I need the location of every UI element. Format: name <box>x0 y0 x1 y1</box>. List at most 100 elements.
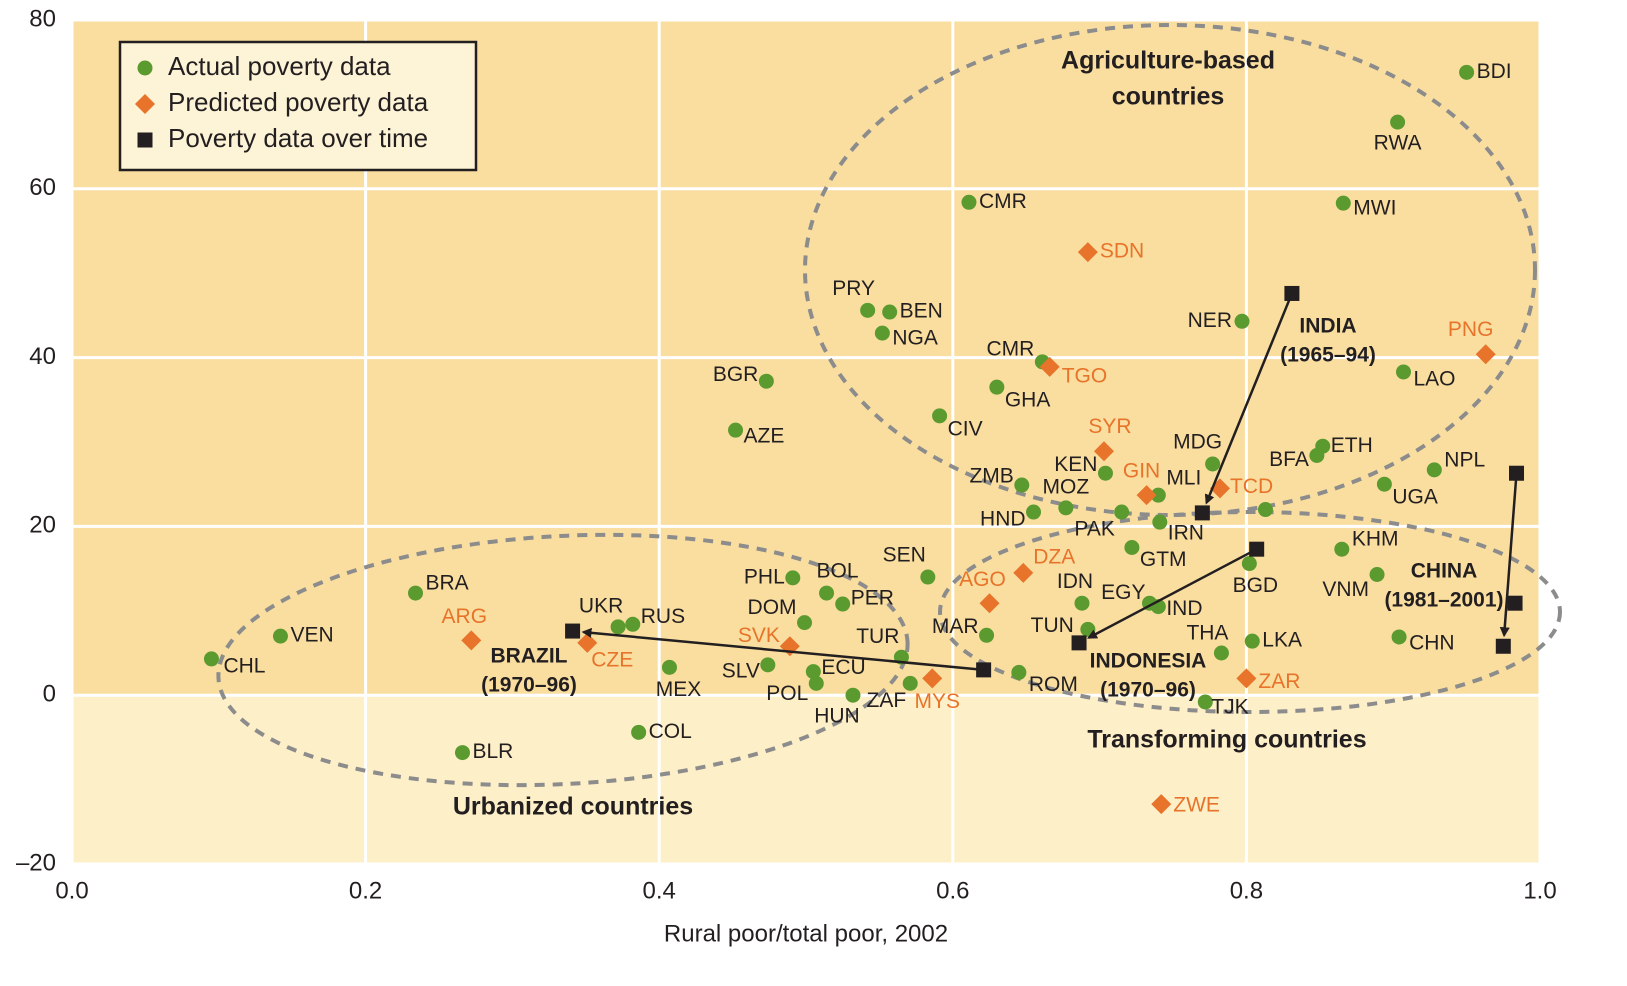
point <box>1124 540 1140 555</box>
path-period: (1970–96) <box>481 674 577 697</box>
point-label: TCD <box>1230 475 1273 498</box>
x-tick-label: 0.4 <box>643 877 676 904</box>
legend-label: Predicted poverty data <box>168 87 429 117</box>
legend: Actual poverty data Predicted poverty dat… <box>118 40 478 172</box>
point <box>1475 344 1496 365</box>
legend-marker <box>135 94 155 114</box>
point <box>1026 504 1042 520</box>
point <box>819 585 835 601</box>
point <box>1094 441 1115 462</box>
arrow <box>1499 473 1518 638</box>
point-label: UKR <box>579 594 623 617</box>
point-label: CHL <box>223 654 265 677</box>
point-label: AGO <box>959 568 1006 591</box>
point <box>1236 668 1257 689</box>
point <box>808 675 824 691</box>
point <box>1151 794 1172 815</box>
y-tick-label: 40 <box>29 343 56 370</box>
point <box>1114 504 1130 520</box>
point <box>1152 514 1168 530</box>
point <box>882 304 898 320</box>
point-label: ECU <box>821 656 865 679</box>
point-label: BOL <box>817 560 859 583</box>
point <box>1213 645 1229 661</box>
path-label: INDIA <box>1299 315 1356 338</box>
point-label: RUS <box>641 605 685 628</box>
point <box>631 724 647 740</box>
point <box>1390 114 1406 130</box>
point-label: MLI <box>1166 467 1201 490</box>
point-label: MEX <box>656 678 702 701</box>
point <box>979 593 1000 614</box>
point-label: MAR <box>932 615 979 638</box>
point-label: COL <box>649 720 692 743</box>
point-label: MWI <box>1353 197 1396 220</box>
point-label: BGD <box>1233 574 1279 597</box>
point <box>577 632 598 653</box>
legend-marker <box>137 132 153 148</box>
point <box>785 570 801 586</box>
group-label: Agriculture-based <box>1061 47 1275 75</box>
ellipse-transforming <box>938 510 1562 714</box>
point-label: LAO <box>1413 367 1455 390</box>
legend-box <box>118 40 478 172</box>
y-tick-label: –20 <box>16 849 56 876</box>
point <box>860 302 876 318</box>
point-label: NER <box>1188 309 1232 332</box>
point-label: DOM <box>748 596 797 619</box>
point-label: GTM <box>1140 548 1187 571</box>
point <box>203 651 219 667</box>
legend-marker <box>137 60 153 76</box>
point <box>1495 638 1511 654</box>
point <box>1058 500 1074 516</box>
point-label: EGY <box>1101 581 1145 604</box>
path-period: (1965–94) <box>1280 344 1376 367</box>
point <box>1194 505 1210 521</box>
point <box>845 687 861 703</box>
point <box>1136 485 1157 506</box>
point <box>625 616 641 632</box>
point <box>1284 285 1300 301</box>
point-label: KHM <box>1352 528 1399 551</box>
point-label: BLR <box>472 740 513 763</box>
point <box>661 659 677 675</box>
x-tick-label: 0.6 <box>936 877 969 904</box>
arrow <box>1204 292 1294 505</box>
point-label: CIV <box>948 417 983 440</box>
point <box>1077 242 1098 263</box>
point-label: BDI <box>1477 60 1512 83</box>
point-label: IND <box>1166 597 1202 620</box>
legend-label: Actual poverty data <box>168 51 391 81</box>
point-label: MOZ <box>1043 475 1090 498</box>
point-label: CZE <box>591 648 633 671</box>
point-label: LKA <box>1262 629 1302 652</box>
point-label: SEN <box>883 544 926 567</box>
point <box>408 585 424 601</box>
point <box>1097 465 1113 481</box>
point-label: RWA <box>1374 132 1422 155</box>
point-label: ZWE <box>1173 794 1220 817</box>
point-label: DZA <box>1033 545 1075 568</box>
point-label: SYR <box>1088 415 1131 438</box>
point-label: PAK <box>1074 518 1114 541</box>
point <box>920 569 936 585</box>
point <box>461 630 482 651</box>
point-label: ZAF <box>867 689 907 712</box>
point <box>922 668 943 689</box>
point-label: PRY <box>832 277 875 300</box>
point-label: TJK <box>1211 695 1248 718</box>
point <box>979 627 995 643</box>
point <box>1426 462 1442 478</box>
group-label: countries <box>1112 83 1225 111</box>
point-label: BRA <box>426 572 469 595</box>
point <box>989 379 1005 395</box>
point-label: ZAR <box>1258 670 1300 693</box>
arrow <box>581 627 984 672</box>
point <box>1369 567 1385 583</box>
point <box>805 664 821 680</box>
marks <box>203 64 1525 815</box>
point <box>932 408 948 424</box>
legend-label: Poverty data over time <box>168 123 428 153</box>
point <box>565 623 581 639</box>
point-label: TUN <box>1031 614 1074 637</box>
